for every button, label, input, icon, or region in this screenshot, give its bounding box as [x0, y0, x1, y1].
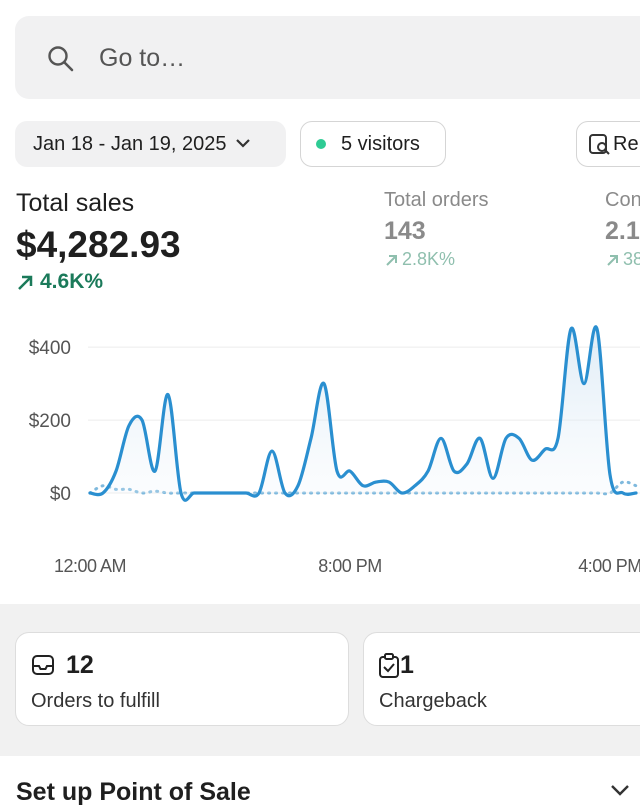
setup-title[interactable]: Set up Point of Sale [16, 778, 251, 806]
visitors-button[interactable]: 5 visitors [300, 121, 446, 167]
task-card[interactable]: 12 Orders to fulfill [15, 632, 349, 726]
metric-change-row: 38 [605, 249, 640, 270]
inbox-icon [32, 655, 54, 675]
metric-value: 143 [384, 217, 426, 245]
metric-label: Total orders [384, 189, 489, 211]
metric-value: 2.1 [605, 217, 640, 245]
search-icon [48, 46, 74, 72]
report-icon [589, 134, 610, 155]
search-placeholder: Go to… [99, 44, 186, 72]
sales-chart: $0 $200 $400 12:00 AM 8:00 PM 4:00 PM [29, 325, 640, 576]
visitors: 5 visitors [341, 132, 420, 155]
task-count: 12 [66, 651, 94, 679]
metric-change: 38 [623, 249, 640, 269]
x-tick-label: 8:00 PM [318, 556, 382, 576]
metric-label: Total sales [16, 189, 135, 217]
clipboard-icon [379, 653, 399, 678]
x-tick-label: 4:00 PM [578, 556, 640, 576]
metric-change-row: 2.8K% [384, 249, 455, 270]
search-bar[interactable]: Go to… [15, 16, 640, 99]
report: Re [613, 132, 639, 155]
task-count: 1 [400, 651, 414, 679]
task-label: Orders to fulfill [31, 690, 160, 712]
task-card[interactable]: 1 Chargeback [363, 632, 640, 726]
up-arrow [607, 254, 618, 266]
chevron [236, 139, 251, 148]
metric-label: Con [605, 189, 640, 211]
task-label: Chargeback [379, 690, 487, 712]
date-range: Jan 18 - Jan 19, 2025 [33, 132, 227, 155]
series-line [88, 325, 638, 502]
metric-change-row: 4.6K% [16, 270, 103, 294]
date-range-button[interactable]: Jan 18 - Jan 19, 2025 [15, 121, 286, 167]
metric-change: 4.6K% [40, 270, 104, 293]
live-dot [316, 139, 326, 149]
report-button[interactable]: Re [576, 121, 640, 167]
metric-change: 2.8K% [402, 249, 456, 269]
x-tick-label: 12:00 AM [54, 556, 126, 576]
y-tick-label: $0 [50, 484, 71, 505]
chevron[interactable] [608, 782, 634, 800]
y-tick-label: $400 [29, 338, 71, 359]
up-arrow [18, 275, 33, 290]
y-tick-label: $200 [29, 411, 71, 432]
series-area [90, 326, 636, 501]
metric-value: $4,282.93 [16, 224, 181, 265]
up-arrow [386, 254, 397, 266]
